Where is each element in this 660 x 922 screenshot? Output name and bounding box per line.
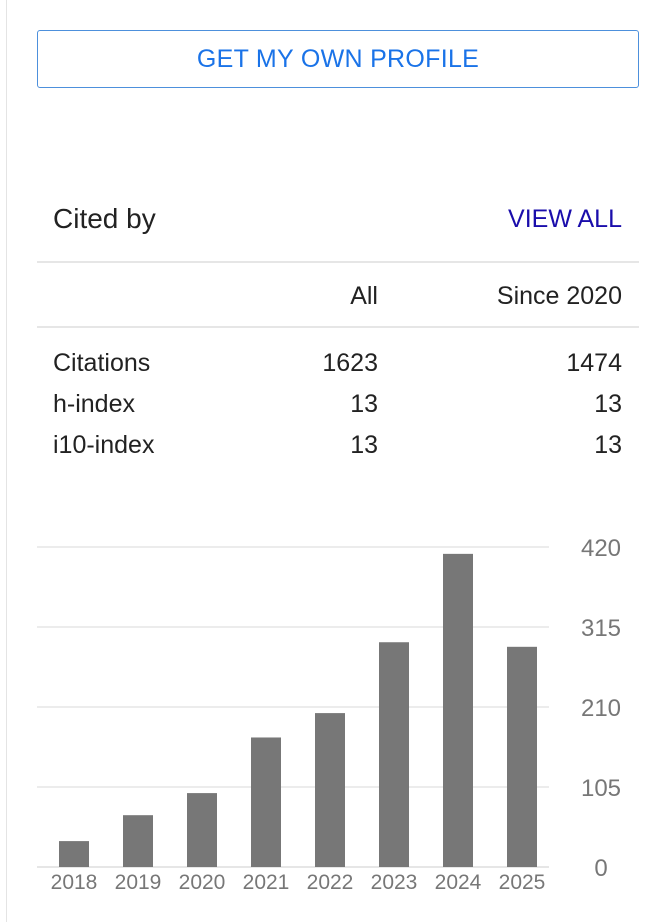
h-index-since-value: 13 [594, 390, 622, 418]
get-my-own-profile-button[interactable]: GET MY OWN PROFILE [37, 30, 639, 88]
y-tick-label: 0 [594, 855, 607, 882]
column-header-all: All [350, 282, 378, 310]
x-tick-label: 2023 [371, 871, 418, 894]
i10-index-all-value: 13 [350, 431, 378, 459]
x-tick-label: 2024 [435, 871, 482, 894]
citations-all-value: 1623 [322, 349, 378, 377]
bar-2018[interactable] [59, 841, 89, 867]
h-index-label: h-index [53, 390, 135, 418]
citations-per-year-chart: 0 105 210 315 420 2018 2019 2020 2021 2022 2023 202… [37, 535, 621, 894]
y-tick-label: 420 [581, 535, 621, 562]
left-border [6, 0, 7, 922]
h-index-all-value: 13 [350, 390, 378, 418]
x-tick-label: 2022 [307, 871, 354, 894]
bar-2019[interactable] [123, 815, 153, 867]
bar-2020[interactable] [187, 793, 217, 867]
bar-2021[interactable] [251, 737, 281, 867]
i10-index-since-value: 13 [594, 431, 622, 459]
x-tick-label: 2020 [179, 871, 226, 894]
column-header-since: Since 2020 [496, 282, 622, 310]
bar-2025[interactable] [507, 646, 537, 867]
citations-since-value: 1474 [566, 349, 622, 377]
bar-2024[interactable] [443, 553, 473, 867]
x-tick-label: 2018 [51, 871, 98, 894]
bar-2023[interactable] [379, 642, 409, 867]
bar-2022[interactable] [315, 713, 345, 867]
x-tick-label: 2019 [115, 871, 162, 894]
profile-button-label: GET MY OWN PROFILE [196, 44, 480, 73]
cited-by-title: Cited by [53, 203, 156, 234]
x-tick-label: 2025 [499, 871, 546, 894]
table-row: i10-index 13 13 [37, 431, 639, 472]
y-tick-label: 315 [581, 615, 621, 642]
i10-index-label: i10-index [53, 431, 155, 459]
table-row: h-index 13 13 [37, 390, 639, 431]
y-tick-label: 105 [581, 775, 621, 802]
x-tick-label: 2021 [243, 871, 290, 894]
table-divider [37, 326, 639, 328]
view-all-link[interactable]: VIEW ALL [508, 205, 622, 233]
header-divider [37, 261, 639, 263]
citation-stats-table: Citations 1623 1474 h-index 13 13 i10-in… [37, 349, 639, 472]
y-tick-label: 210 [581, 695, 621, 722]
citations-label: Citations [53, 349, 151, 377]
table-row: Citations 1623 1474 [37, 349, 639, 390]
